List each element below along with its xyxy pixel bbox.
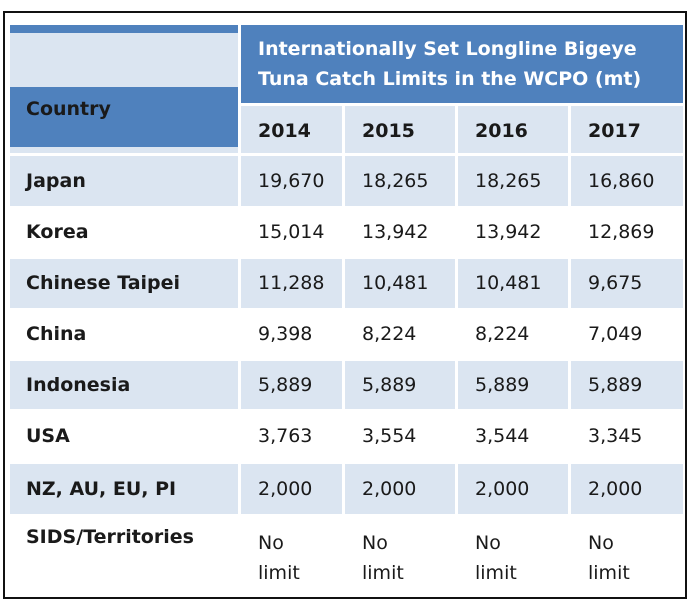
country-header-label: Country — [26, 98, 111, 120]
table-cell: 2,000 — [571, 464, 683, 514]
table-cell: 9,398 — [241, 310, 342, 359]
table-title-line-2: Tuna Catch Limits in the WCPO (mt) — [258, 68, 642, 90]
table-title-line-1: Internationally Set Longline Bigeye — [258, 38, 637, 60]
table-cell: 8,224 — [458, 310, 568, 359]
table-cell: No limit — [458, 516, 568, 587]
row-country-label: Chinese Taipei — [10, 259, 238, 308]
year-header-2016: 2016 — [458, 106, 568, 153]
table-cell: 3,763 — [241, 411, 342, 462]
row-country-label: Japan — [10, 156, 238, 206]
table-cell: 2,000 — [458, 464, 568, 514]
row-country-label: Korea — [10, 208, 238, 257]
table-cell: 7,049 — [571, 310, 683, 359]
year-header-2015: 2015 — [345, 106, 455, 153]
row-country-label: USA — [10, 411, 238, 462]
table-cell: 8,224 — [345, 310, 455, 359]
row-country-label: SIDS/Territories — [10, 516, 238, 587]
table-cell: 9,675 — [571, 259, 683, 308]
table-cell: 16,860 — [571, 156, 683, 206]
table-cell: No limit — [345, 516, 455, 587]
row-country-label: China — [10, 310, 238, 359]
table-cell: 5,889 — [458, 361, 568, 409]
header-stripe-mid — [10, 87, 238, 147]
year-header-2017: 2017 — [571, 106, 683, 153]
table-cell: 10,481 — [458, 259, 568, 308]
table-cell: 12,869 — [571, 208, 683, 257]
country-column-header: Country — [10, 25, 238, 153]
table-cell: 13,942 — [458, 208, 568, 257]
table-cell: 18,265 — [458, 156, 568, 206]
table-cell: 2,000 — [241, 464, 342, 514]
table-cell: 13,942 — [345, 208, 455, 257]
table-title: Internationally Set Longline Bigeye Tuna… — [241, 25, 683, 103]
table-cell: 5,889 — [571, 361, 683, 409]
table-cell: 5,889 — [241, 361, 342, 409]
table-cell: No limit — [241, 516, 342, 587]
table-cell: 2,000 — [345, 464, 455, 514]
table-cell: 3,554 — [345, 411, 455, 462]
table-cell: 11,288 — [241, 259, 342, 308]
table-cell: No limit — [571, 516, 683, 587]
table-cell: 5,889 — [345, 361, 455, 409]
table-cell: 10,481 — [345, 259, 455, 308]
table-cell: 3,345 — [571, 411, 683, 462]
row-country-label: Indonesia — [10, 361, 238, 409]
header-stripe-top — [10, 25, 238, 33]
table-cell: 18,265 — [345, 156, 455, 206]
table-cell: 3,544 — [458, 411, 568, 462]
table-cell: 19,670 — [241, 156, 342, 206]
row-country-label: NZ, AU, EU, PI — [10, 464, 238, 514]
table-cell: 15,014 — [241, 208, 342, 257]
year-header-2014: 2014 — [241, 106, 342, 153]
